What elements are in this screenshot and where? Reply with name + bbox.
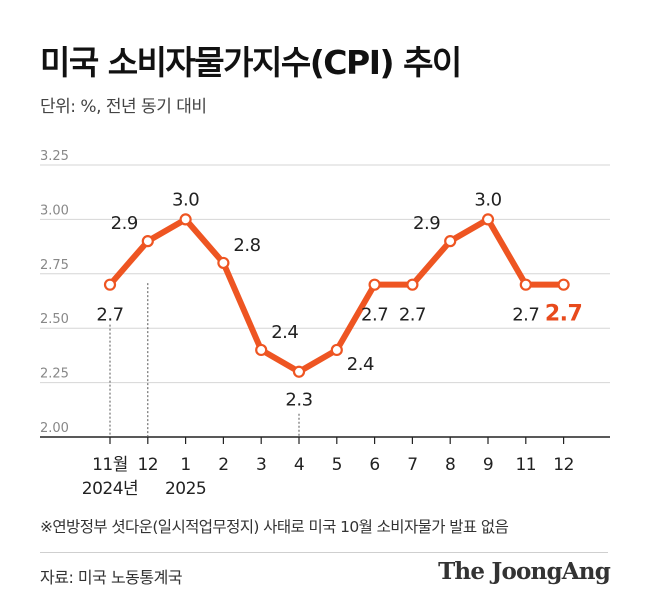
y-tick-label: 3.00 [40,203,69,218]
source-label: 자료: 미국 노동통계국 [40,568,183,587]
x-tick-label: 9 [483,455,493,475]
data-label: 2.7 [512,305,539,326]
x-tick-label: 2 [218,455,228,475]
y-tick-label: 3.25 [40,149,69,164]
data-point [179,213,192,226]
data-label: 2.7 [96,305,123,326]
data-label: 2.4 [347,354,374,375]
y-tick-label: 2.00 [40,421,69,436]
x-year-label: 2024년 [82,479,138,499]
y-tick-label: 2.50 [40,312,69,327]
data-point [557,278,570,291]
data-point [330,343,343,357]
x-tick-label: 7 [407,455,417,475]
footnote: ※연방정부 셧다운(일시적업무정지) 사태로 미국 10월 소비자물가 발표 없… [40,518,509,536]
x-tick-label: 6 [369,455,379,475]
data-label: 2.9 [111,213,138,234]
data-point [368,278,381,291]
data-point [292,365,306,378]
publisher-logo: The JoongAng [438,558,611,585]
data-label: 2.8 [233,235,260,256]
data-label: 2.3 [285,390,312,411]
x-tick-label: 12 [137,455,158,475]
data-point [103,278,117,291]
chart-title: 미국 소비자물가지수(CPI) 추이 [40,43,462,82]
data-point [217,256,230,270]
x-tick-label: 4 [294,455,304,475]
data-label: 3.0 [172,189,199,210]
data-label: 2.9 [413,213,440,234]
data-point [444,235,457,248]
x-tick-label: 5 [332,455,342,475]
latest-value-label: 2.7 [545,302,582,327]
data-label: 2.7 [361,305,388,326]
x-tick-label: 3 [256,455,266,475]
data-point [406,278,419,291]
x-tick-label: 1 [180,455,190,475]
x-tick-label: 11월 [92,455,128,475]
data-label: 2.7 [399,305,426,326]
x-tick-label: 11 [515,455,536,475]
y-tick-label: 2.25 [40,367,69,382]
x-tick-label: 12 [553,455,574,475]
x-year-label: 2025 [165,479,206,499]
unit-label: 단위: %, 전년 동기 대비 [40,97,207,117]
data-label: 2.4 [271,322,298,343]
x-tick-label: 8 [445,455,455,475]
data-point [141,235,154,248]
data-point [255,343,268,357]
footer-divider [40,552,608,553]
data-point [481,213,495,226]
y-tick-label: 2.75 [40,258,69,273]
data-label: 3.0 [474,189,501,210]
data-point [519,278,532,291]
